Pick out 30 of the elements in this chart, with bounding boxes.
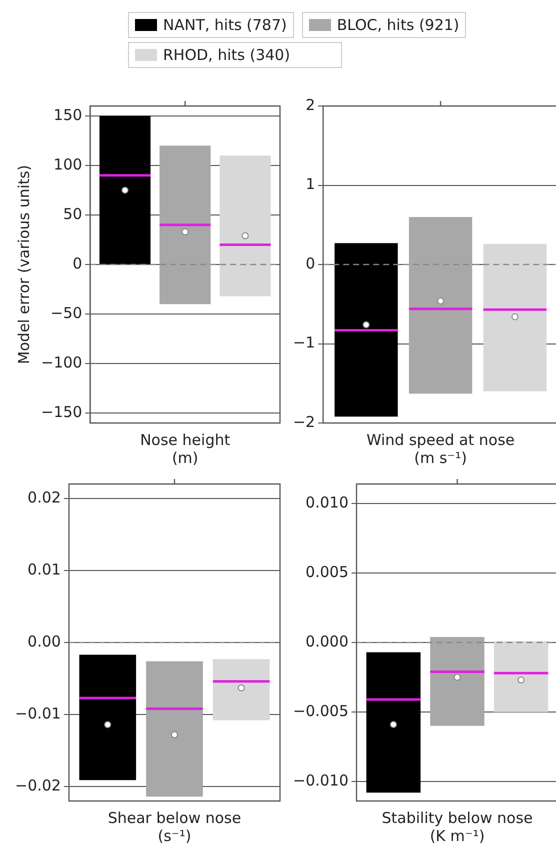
y-axis-title: Model error (various units) bbox=[14, 164, 33, 364]
y-tick-label: 50 bbox=[63, 204, 82, 223]
y-tick-label: 1 bbox=[306, 175, 316, 194]
y-tick-label: 100 bbox=[54, 155, 82, 174]
y-tick-label: −0.005 bbox=[292, 702, 349, 720]
y-tick-label: 150 bbox=[54, 106, 82, 124]
y-tick-label: 0 bbox=[72, 254, 82, 272]
y-tick-label: −1 bbox=[292, 334, 316, 352]
y-tick-label: 0.02 bbox=[28, 488, 61, 506]
y-tick-label: −0.010 bbox=[292, 771, 349, 790]
y-tick-label: 0 bbox=[306, 254, 316, 272]
y-tick-label: 0.005 bbox=[306, 562, 349, 581]
x-axis-title: Stability below nose (K m⁻¹) bbox=[382, 808, 533, 845]
y-tick-label: 0.00 bbox=[28, 632, 61, 650]
legend-label: NANT, hits (787) bbox=[163, 16, 287, 34]
y-tick-label: −100 bbox=[40, 353, 82, 372]
x-axis-title: Shear below nose (s⁻¹) bbox=[108, 808, 242, 845]
legend-label: RHOD, hits (340) bbox=[163, 46, 290, 64]
y-tick-label: −0.02 bbox=[15, 776, 61, 794]
legend-label: BLOC, hits (921) bbox=[336, 16, 460, 34]
y-tick-label: 2 bbox=[306, 96, 316, 114]
y-tick-label: 0.010 bbox=[306, 493, 349, 512]
y-tick-label: −50 bbox=[50, 304, 82, 322]
x-axis-title: Nose height (m) bbox=[140, 430, 230, 467]
y-tick-label: 0.01 bbox=[28, 560, 61, 578]
x-axis-title: Wind speed at nose (m s⁻¹) bbox=[366, 430, 515, 467]
y-tick-label: −2 bbox=[292, 412, 316, 431]
y-tick-label: −0.01 bbox=[15, 704, 61, 722]
y-tick-label: −150 bbox=[40, 402, 82, 421]
y-tick-label: 0.000 bbox=[306, 632, 349, 650]
